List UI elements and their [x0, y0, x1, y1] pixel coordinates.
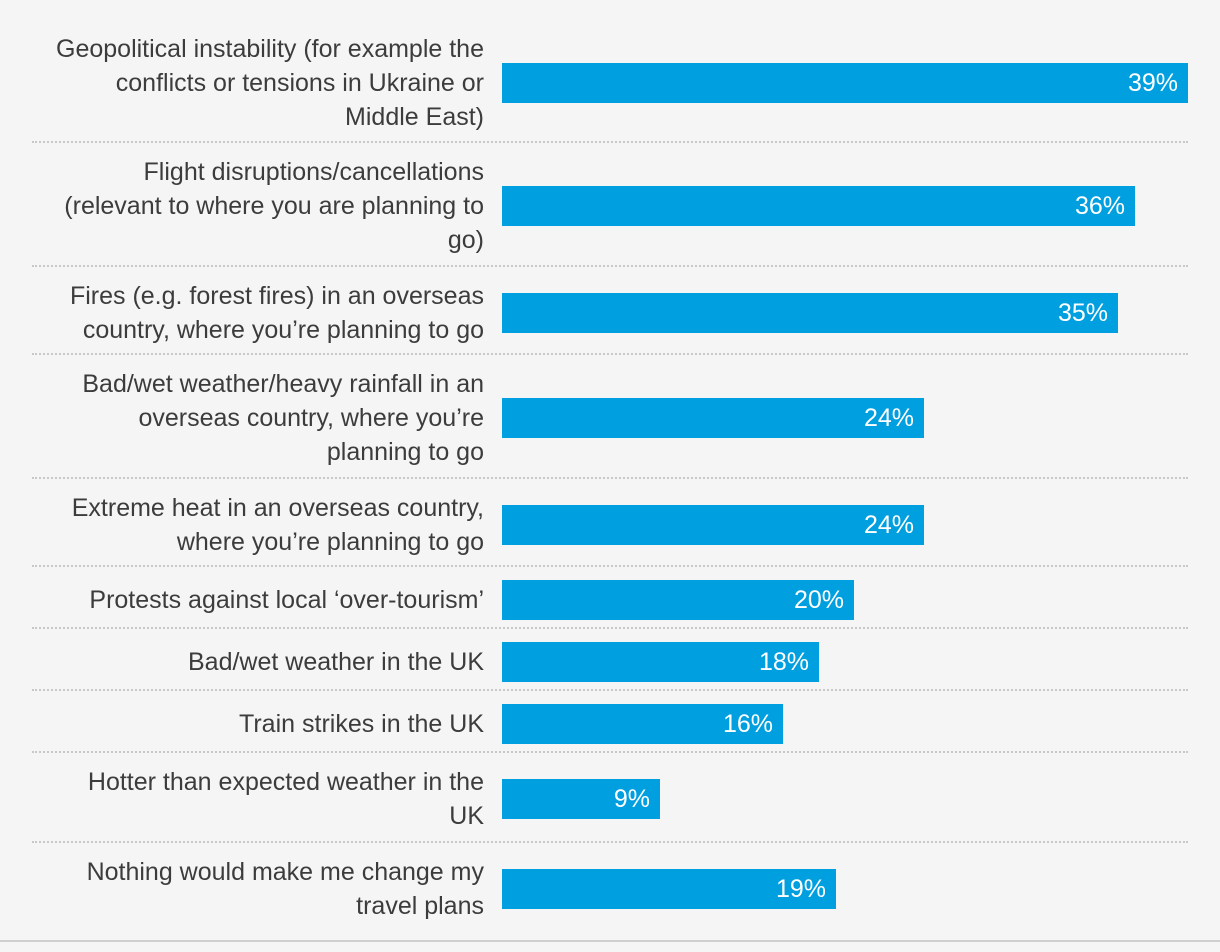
- category-label: Bad/wet weather in the UK: [20, 636, 484, 688]
- category-label-line: UK: [449, 802, 484, 830]
- row-divider: [32, 565, 1188, 567]
- row-divider: [32, 141, 1188, 143]
- row-divider: [32, 477, 1188, 479]
- bar: [502, 779, 660, 819]
- row-divider: [32, 353, 1188, 355]
- category-label: Flight disruptions/cancellations (relevan…: [20, 150, 484, 262]
- data-label: 20%: [793, 586, 844, 614]
- data-label: 18%: [758, 648, 809, 676]
- category-label-line: Flight disruptions/cancellations: [143, 158, 484, 186]
- bar: [502, 293, 1118, 333]
- category-label: Geopolitical instability (for example th…: [20, 28, 484, 138]
- bar: [502, 63, 1188, 103]
- bar: [502, 642, 819, 682]
- data-label: 36%: [1074, 192, 1125, 220]
- data-label: 24%: [863, 511, 914, 539]
- row-divider: [32, 627, 1188, 629]
- category-label-text: Protests against local ‘over-tourism’: [89, 583, 484, 617]
- data-label: 9%: [613, 785, 650, 813]
- data-label: 35%: [1057, 299, 1108, 327]
- bar: [502, 505, 924, 545]
- category-label-line: planning to go: [326, 438, 484, 466]
- category-label-line: overseas country, where you’re: [138, 404, 484, 432]
- category-label-text: Hotter than expected weather in the UK: [88, 765, 484, 833]
- category-label: Nothing would make me change my travel pl…: [20, 850, 484, 928]
- category-label-line: Fires (e.g. forest fires) in an overseas: [69, 282, 484, 310]
- row-divider: [32, 265, 1188, 267]
- category-label-line: Extreme heat in an overseas country,: [71, 494, 484, 522]
- category-label-line: Bad/wet weather in the UK: [188, 648, 484, 676]
- category-label-text: Extreme heat in an overseas country, wher…: [72, 491, 484, 559]
- category-label-text: Fires (e.g. forest fires) in an overseas…: [70, 279, 484, 347]
- category-label-text: Bad/wet weather/heavy rainfall in an over…: [82, 367, 484, 469]
- data-label: 16%: [722, 710, 773, 738]
- category-label-line: travel plans: [356, 892, 484, 920]
- row-divider: [32, 689, 1188, 691]
- category-label: Fires (e.g. forest fires) in an overseas…: [20, 274, 484, 352]
- category-label-line: Hotter than expected weather in the: [87, 768, 484, 796]
- row-divider: [32, 751, 1188, 753]
- category-label: Protests against local ‘over-tourism’: [20, 574, 484, 626]
- data-label: 19%: [775, 875, 826, 903]
- data-label: 24%: [863, 404, 914, 432]
- category-label-line: Middle East): [345, 103, 484, 131]
- category-label-text: Nothing would make me change my travel pl…: [87, 855, 484, 923]
- category-label-text: Train strikes in the UK: [239, 707, 484, 741]
- bar: [502, 869, 836, 909]
- category-label-text: Geopolitical instability (for example th…: [56, 32, 484, 134]
- category-label-line: Geopolitical instability (for example th…: [56, 35, 484, 63]
- bottom-rule: [0, 940, 1220, 942]
- category-label: Bad/wet weather/heavy rainfall in an over…: [20, 362, 484, 474]
- category-label-line: conflicts or tensions in Ukraine or: [115, 69, 484, 97]
- row-divider: [32, 841, 1188, 843]
- category-label-line: Protests against local ‘over-tourism’: [89, 586, 484, 614]
- category-label-line: Nothing would make me change my: [86, 858, 484, 886]
- category-label: Extreme heat in an overseas country, wher…: [20, 486, 484, 564]
- bar: [502, 704, 783, 744]
- bar: [502, 580, 854, 620]
- category-label-line: Train strikes in the UK: [239, 710, 484, 738]
- category-label-text: Flight disruptions/cancellations (relevan…: [64, 155, 484, 257]
- category-label-line: go): [447, 226, 484, 254]
- category-label-line: Bad/wet weather/heavy rainfall in an: [82, 370, 484, 398]
- data-label: 39%: [1127, 69, 1178, 97]
- bar: [502, 398, 924, 438]
- category-label-line: where you’re planning to go: [176, 528, 484, 556]
- category-label: Train strikes in the UK: [20, 698, 484, 750]
- category-label-line: country, where you’re planning to go: [82, 316, 484, 344]
- category-label-line: (relevant to where you are planning to: [64, 192, 484, 220]
- category-label-text: Bad/wet weather in the UK: [188, 645, 484, 679]
- category-label: Hotter than expected weather in the UK: [20, 760, 484, 838]
- bar: [502, 186, 1135, 226]
